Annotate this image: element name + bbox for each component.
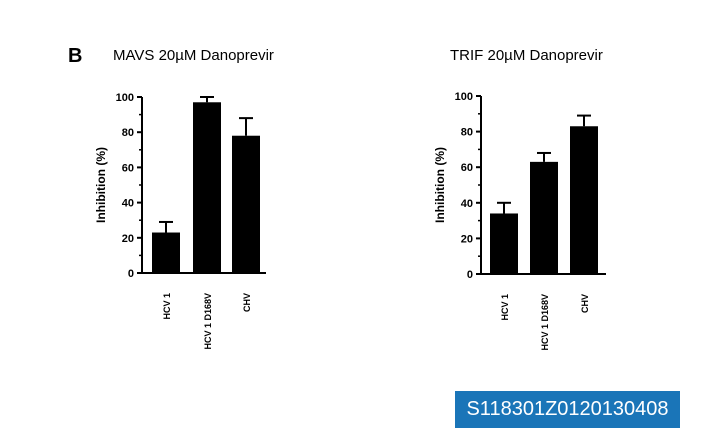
y-tick-label: 20: [461, 233, 473, 245]
panel-label: B: [68, 45, 82, 67]
x-tick-label: HCV 1: [162, 293, 172, 320]
id-label: S118301Z0120130408: [455, 391, 680, 428]
y-tick-label: 80: [461, 127, 473, 139]
y-tick-label: 80: [122, 127, 134, 139]
bar: [193, 102, 221, 273]
y-tick-label: 100: [455, 91, 473, 103]
x-tick-label: CHV: [242, 293, 252, 312]
y-tick-label: 40: [122, 198, 134, 210]
bar: [490, 213, 518, 274]
bar: [152, 232, 180, 273]
y-tick-label: 40: [461, 198, 473, 210]
x-tick-label: HCV 1 D168V: [203, 293, 213, 350]
y-axis-label: Inhibition (%): [94, 147, 108, 223]
y-tick-label: 20: [122, 233, 134, 245]
y-axis-label: Inhibition (%): [433, 147, 447, 223]
y-tick-label: 0: [128, 268, 134, 280]
chart-title: TRIF 20µM Danoprevir: [450, 47, 603, 64]
y-tick-label: 60: [461, 162, 473, 174]
y-tick-label: 60: [122, 162, 134, 174]
x-tick-label: CHV: [580, 294, 590, 313]
x-tick-label: HCV 1 D168V: [540, 294, 550, 351]
bar: [570, 126, 598, 274]
bar: [530, 161, 558, 274]
bar: [232, 135, 260, 273]
x-tick-label: HCV 1: [500, 294, 510, 321]
y-tick-label: 0: [467, 269, 473, 281]
y-tick-label: 100: [116, 92, 134, 104]
chart-title: MAVS 20µM Danoprevir: [113, 47, 274, 64]
